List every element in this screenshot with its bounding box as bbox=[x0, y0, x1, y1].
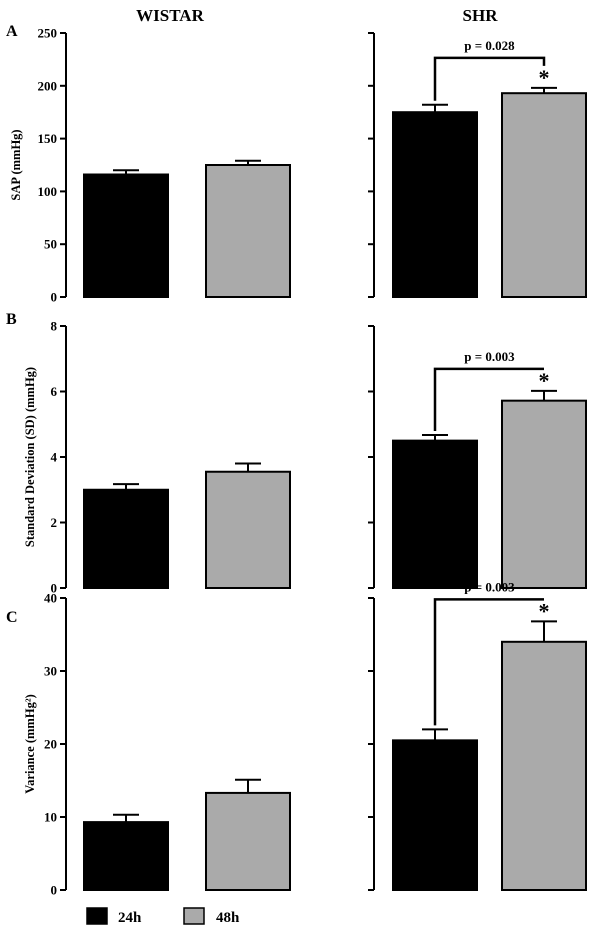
bar-c-wistar-24h bbox=[83, 821, 169, 891]
bar-c-shr-24h bbox=[392, 739, 478, 891]
y-tick-label: 10 bbox=[44, 810, 57, 825]
y-tick-label: 8 bbox=[51, 319, 58, 334]
plot-b-wistar: 0 2 4 6 8 bbox=[51, 319, 291, 596]
y-tick-label: 100 bbox=[38, 184, 58, 199]
bar-a-wistar-24h bbox=[83, 173, 169, 298]
panel-a: A SAP (mmHg) 0 50 100 150 200 250 p = 0.028 * bbox=[6, 23, 587, 305]
panel-b: B Standard Deviation (SD) (mmHg) 0 2 4 6 8 p = … bbox=[6, 311, 587, 596]
y-axis-label-a: SAP (mmHg) bbox=[9, 129, 23, 200]
bar-c-shr-48h bbox=[501, 640, 587, 891]
bar-b-wistar-24h bbox=[83, 488, 169, 589]
panel-letter-b: B bbox=[6, 311, 17, 328]
y-tick-label: 250 bbox=[38, 26, 58, 41]
panel-c: C Variance (mmHg²) 0 10 20 30 40 p = 0.003 * bbox=[6, 579, 587, 898]
column-title-shr: SHR bbox=[463, 6, 499, 25]
significance-bracket bbox=[433, 598, 544, 726]
plot-a-shr: p = 0.028 * bbox=[368, 32, 587, 298]
significance-bracket bbox=[433, 56, 546, 101]
legend: 24h 48h bbox=[86, 907, 240, 926]
legend-swatch-24h bbox=[86, 907, 108, 925]
column-title-wistar: WISTAR bbox=[136, 6, 204, 25]
panel-letter-c: C bbox=[6, 609, 18, 626]
bar-a-wistar-48h bbox=[205, 164, 291, 298]
y-tick-label: 0 bbox=[51, 290, 58, 305]
panel-letter-a: A bbox=[6, 23, 18, 40]
legend-label-24h: 24h bbox=[118, 910, 142, 926]
significance-bracket bbox=[433, 367, 544, 432]
p-value-label: p = 0.028 bbox=[464, 38, 515, 53]
y-tick-label: 150 bbox=[38, 131, 58, 146]
y-tick-label: 2 bbox=[51, 515, 58, 530]
y-axis-label-c: Variance (mmHg²) bbox=[23, 694, 37, 793]
bar-c-wistar-48h bbox=[205, 791, 291, 891]
bar-a-shr-24h bbox=[392, 111, 478, 298]
plot-c-wistar: 0 10 20 30 40 bbox=[44, 591, 291, 898]
y-tick-label: 50 bbox=[44, 237, 57, 252]
y-tick-label: 200 bbox=[38, 78, 58, 93]
significance-star: * bbox=[539, 598, 550, 623]
y-tick-label: 6 bbox=[51, 384, 58, 399]
legend-swatch-48h bbox=[183, 907, 205, 925]
y-axis-label-b: Standard Deviation (SD) (mmHg) bbox=[23, 367, 37, 547]
plot-b-shr: p = 0.003 * bbox=[368, 325, 587, 590]
plot-c-shr: p = 0.003 * bbox=[368, 579, 587, 891]
p-value-label: p = 0.003 bbox=[464, 349, 515, 364]
y-tick-label: 30 bbox=[44, 664, 57, 679]
bar-b-shr-48h bbox=[501, 399, 587, 590]
p-value-label: p = 0.003 bbox=[464, 579, 515, 594]
significance-star: * bbox=[539, 65, 550, 90]
bar-b-shr-24h bbox=[392, 439, 478, 589]
plot-a-wistar: 0 50 100 150 200 250 bbox=[38, 26, 291, 305]
y-tick-label: 0 bbox=[51, 581, 58, 596]
legend-label-48h: 48h bbox=[216, 910, 240, 926]
y-tick-label: 20 bbox=[44, 737, 57, 752]
bar-a-shr-48h bbox=[501, 92, 587, 298]
y-tick-label: 4 bbox=[51, 450, 58, 465]
significance-star: * bbox=[539, 368, 550, 393]
y-tick-label: 40 bbox=[44, 591, 57, 606]
bar-b-wistar-48h bbox=[205, 470, 291, 589]
y-tick-label: 0 bbox=[51, 883, 58, 898]
